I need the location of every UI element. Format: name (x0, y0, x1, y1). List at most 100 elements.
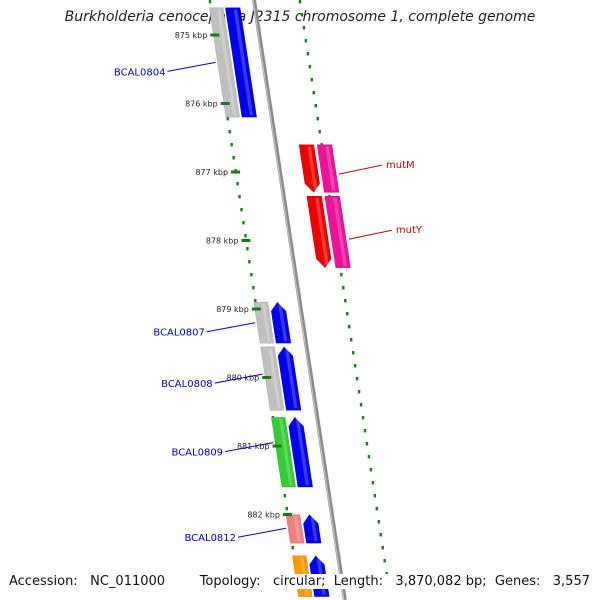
outer-rail-dot (353, 364, 357, 368)
outer-rail-dot (385, 572, 388, 576)
feature-highlight (217, 9, 237, 116)
major-tick (220, 102, 230, 105)
inner-rail-dot (254, 299, 257, 303)
inner-rail-dot (208, 0, 212, 4)
feature-highlight (295, 419, 310, 486)
map-title: Burkholderia cenocepacia J2315 chromosom… (64, 9, 536, 25)
topology-label: Topology: (199, 574, 261, 589)
feature-highlight (310, 516, 318, 542)
outer-rail-dot (379, 533, 382, 537)
outer-rail-dot (377, 520, 380, 524)
accession-info: Accession: NC_011000 (9, 574, 165, 589)
tick-label: 876 kbp (185, 100, 218, 109)
feature-outer (316, 144, 340, 193)
outer-rail-dot (381, 546, 384, 550)
feature-cds (288, 416, 314, 488)
inner-rail-dot (250, 273, 253, 277)
outer-rail-dot (373, 494, 377, 498)
leader-line (167, 61, 216, 72)
outer-rail-dot (306, 52, 310, 56)
inner-rail-dot (238, 195, 241, 199)
outer-rail-dot (346, 312, 349, 316)
feature-inner (285, 514, 305, 544)
feature-rna (298, 144, 321, 193)
feature-highlight (315, 198, 329, 266)
tick-label: 879 kbp (216, 305, 249, 314)
outer-rail-dot (369, 468, 373, 472)
feature-cds (270, 301, 292, 344)
length-label: Length: (333, 574, 383, 589)
outer-rail-dot (310, 78, 314, 82)
gene-label: mutY (396, 225, 423, 236)
tick-label: 882 kbp (247, 511, 280, 520)
inner-rail-dot (232, 156, 235, 160)
inner-rail-dot (226, 117, 229, 121)
gene-label: BCAL0809 (172, 448, 224, 459)
major-tick (231, 170, 241, 174)
outer-rail-dot (312, 91, 315, 95)
outer-rail-dot (371, 481, 375, 485)
feature-highlight (278, 304, 288, 342)
outer-rail-dot (357, 390, 361, 394)
outer-rail-dot (365, 442, 369, 446)
feature-outer (324, 195, 351, 269)
inner-rail-dot (248, 260, 251, 264)
feature-highlight (233, 9, 254, 116)
major-tick (210, 33, 220, 37)
outer-rail-dot (308, 65, 312, 69)
feature-rna (306, 195, 332, 269)
major-tick (262, 376, 272, 379)
feature-highlight (268, 348, 281, 409)
feature-highlight (261, 304, 271, 342)
outer-rail-dot (375, 507, 379, 511)
inner-rail-dot (228, 130, 231, 134)
backbone-line (252, 0, 347, 600)
feature-highlight (279, 419, 293, 486)
leader-line (224, 442, 274, 453)
feature-cds (302, 514, 322, 544)
inner-rail-dot (244, 234, 247, 238)
outer-rail-dot (363, 429, 367, 433)
major-tick (241, 239, 251, 242)
feature-cds (277, 346, 302, 411)
tick-label: 878 kbp (206, 237, 239, 246)
genes-label: Genes: (494, 574, 541, 589)
major-tick (251, 307, 261, 311)
gene-label: mutM (386, 160, 415, 171)
feature-inner (270, 416, 297, 488)
inner-rail-dot (285, 507, 289, 511)
leader-line (237, 527, 287, 538)
feature-highlight (325, 146, 336, 191)
inner-rail-dot (230, 143, 233, 147)
feature-cds (224, 7, 258, 118)
outer-rail-dot (314, 104, 317, 108)
inner-rail-dot (236, 182, 239, 186)
feature-inner (260, 346, 285, 411)
inner-rail-dot (242, 221, 245, 225)
outer-rail-dot (340, 273, 343, 277)
outer-rail-dot (300, 13, 304, 17)
inner-rail-dot (240, 208, 243, 212)
leader-line (206, 322, 255, 333)
outer-rail-dot (351, 351, 355, 355)
leader-line (214, 373, 263, 384)
accession-label: Accession: (9, 574, 78, 589)
genome-stats: Topology: circular; Length: 3,870,082 bp… (197, 574, 590, 589)
leader-line (338, 164, 383, 175)
inner-rail-dot (246, 247, 249, 251)
outer-rail-dot (361, 416, 365, 420)
outer-rail-dot (302, 26, 306, 30)
feature-highlight (333, 198, 347, 266)
inner-rail-dot (291, 546, 294, 550)
outer-rail-dot (342, 286, 345, 290)
major-tick (282, 513, 292, 516)
gene-label: BCAL0812 (184, 533, 236, 544)
feature-highlight (285, 348, 298, 409)
topology-value: circular (272, 574, 322, 589)
outer-rail-dot (304, 39, 308, 43)
gene-label: BCAL0808 (161, 379, 213, 390)
accession-value: NC_011000 (90, 574, 166, 589)
outer-rail-dot (318, 130, 321, 134)
outer-rail-dot (383, 559, 386, 563)
